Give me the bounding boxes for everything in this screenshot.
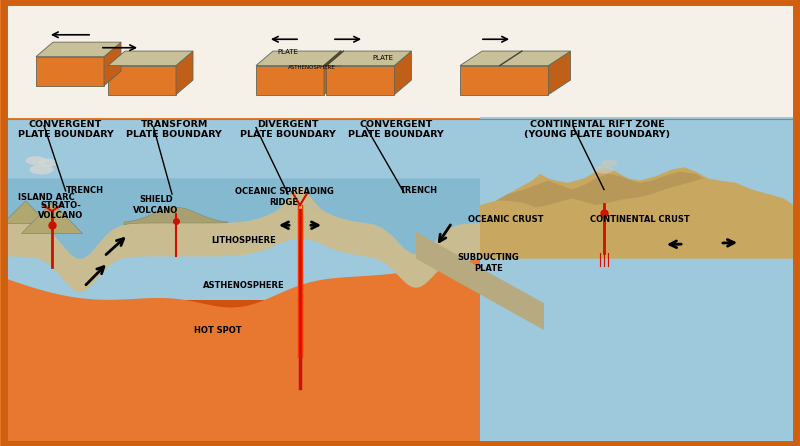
Text: SUBDUCTING
PLATE: SUBDUCTING PLATE	[458, 253, 519, 273]
Polygon shape	[416, 232, 544, 330]
Text: CONVERGENT
PLATE BOUNDARY: CONVERGENT PLATE BOUNDARY	[348, 120, 444, 139]
Text: ISLAND ARC: ISLAND ARC	[18, 193, 74, 202]
Polygon shape	[460, 51, 570, 66]
Ellipse shape	[30, 165, 54, 174]
Text: TRENCH: TRENCH	[66, 186, 104, 195]
Polygon shape	[3, 201, 48, 223]
Polygon shape	[6, 205, 794, 292]
Polygon shape	[6, 178, 794, 259]
Polygon shape	[36, 57, 104, 86]
Polygon shape	[460, 66, 549, 95]
Bar	[480, 117, 800, 442]
Text: OCEANIC SPREADING
RIDGE: OCEANIC SPREADING RIDGE	[234, 187, 334, 207]
Ellipse shape	[602, 159, 618, 166]
Bar	[6, 3, 794, 118]
Polygon shape	[104, 42, 121, 86]
Text: TRANSFORM
PLATE BOUNDARY: TRANSFORM PLATE BOUNDARY	[126, 120, 222, 139]
Ellipse shape	[26, 156, 46, 165]
Ellipse shape	[38, 159, 58, 167]
Text: ASTHENOSPHERE: ASTHENOSPHERE	[203, 281, 285, 290]
Text: CONTINENTAL CRUST: CONTINENTAL CRUST	[590, 215, 690, 224]
Polygon shape	[108, 66, 176, 95]
Ellipse shape	[594, 165, 614, 173]
Polygon shape	[326, 66, 394, 95]
Polygon shape	[6, 253, 794, 442]
Bar	[6, 119, 794, 442]
Polygon shape	[268, 187, 332, 215]
Polygon shape	[496, 172, 704, 207]
Text: ASTHENOSPHERE: ASTHENOSPHERE	[288, 65, 336, 70]
Text: PLATE: PLATE	[372, 55, 393, 61]
Bar	[6, 300, 794, 442]
Ellipse shape	[152, 352, 328, 433]
Text: HOT SPOT: HOT SPOT	[194, 326, 242, 334]
Text: CONVERGENT
PLATE BOUNDARY: CONVERGENT PLATE BOUNDARY	[18, 120, 114, 139]
Polygon shape	[326, 51, 411, 66]
Text: PLATE: PLATE	[278, 50, 298, 55]
Polygon shape	[480, 167, 794, 259]
Ellipse shape	[212, 402, 268, 427]
Polygon shape	[108, 51, 193, 66]
Text: STRATO-
VOLCANO: STRATO- VOLCANO	[38, 201, 84, 220]
Polygon shape	[256, 66, 324, 95]
Polygon shape	[324, 51, 341, 95]
Text: LITHOSPHERE: LITHOSPHERE	[212, 236, 276, 245]
Text: DIVERGENT
PLATE BOUNDARY: DIVERGENT PLATE BOUNDARY	[240, 120, 336, 139]
Polygon shape	[124, 207, 228, 225]
Polygon shape	[36, 42, 121, 57]
Text: SHIELD
VOLCANO: SHIELD VOLCANO	[134, 195, 178, 215]
Text: CONTINENTAL RIFT ZONE
(YOUNG PLATE BOUNDARY): CONTINENTAL RIFT ZONE (YOUNG PLATE BOUND…	[524, 120, 670, 139]
Polygon shape	[256, 51, 341, 66]
Polygon shape	[22, 202, 82, 234]
Polygon shape	[394, 51, 411, 95]
Ellipse shape	[188, 384, 292, 428]
Polygon shape	[176, 51, 193, 95]
Polygon shape	[549, 51, 570, 95]
Text: OCEANIC CRUST: OCEANIC CRUST	[468, 215, 543, 224]
Text: TRENCH: TRENCH	[400, 186, 438, 195]
